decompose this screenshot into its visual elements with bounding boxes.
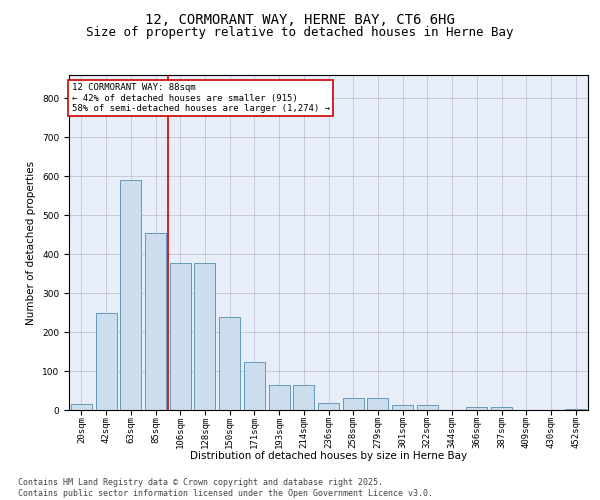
Bar (491, 407, 512, 410)
Bar (367, 398, 388, 410)
Bar (95, 314, 116, 410)
Bar (194, 263, 215, 410)
Bar (219, 318, 240, 410)
Y-axis label: Number of detached properties: Number of detached properties (26, 160, 37, 324)
Bar (318, 403, 339, 410)
Bar (244, 362, 265, 410)
Bar (565, 409, 586, 410)
Bar (417, 406, 438, 410)
Bar (293, 384, 314, 410)
Bar (145, 233, 166, 410)
Bar (170, 263, 191, 410)
Text: Contains HM Land Registry data © Crown copyright and database right 2025.
Contai: Contains HM Land Registry data © Crown c… (18, 478, 433, 498)
Bar (343, 398, 364, 410)
X-axis label: Distribution of detached houses by size in Herne Bay: Distribution of detached houses by size … (190, 452, 467, 462)
Bar (392, 406, 413, 410)
Text: 12 CORMORANT WAY: 88sqm
← 42% of detached houses are smaller (915)
58% of semi-d: 12 CORMORANT WAY: 88sqm ← 42% of detache… (71, 84, 329, 113)
Bar (269, 384, 290, 410)
Text: Size of property relative to detached houses in Herne Bay: Size of property relative to detached ho… (86, 26, 514, 39)
Bar (71, 404, 92, 410)
Bar (466, 407, 487, 410)
Bar (120, 180, 141, 410)
Text: 12, CORMORANT WAY, HERNE BAY, CT6 6HG: 12, CORMORANT WAY, HERNE BAY, CT6 6HG (145, 12, 455, 26)
